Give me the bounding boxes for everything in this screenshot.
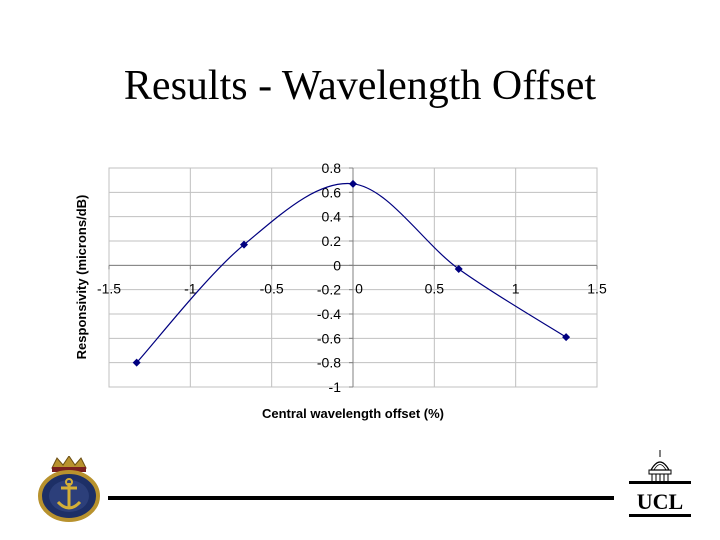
- x-axis-title: Central wavelength offset (%): [262, 406, 444, 421]
- y-tick-label: 0: [333, 257, 341, 273]
- y-tick-label: -0.4: [317, 306, 341, 322]
- x-tick-label: 1: [512, 280, 520, 296]
- y-tick-label: 0.2: [322, 233, 342, 249]
- navy-crest-logo: [38, 456, 100, 522]
- axes: [108, 167, 598, 388]
- ucl-logo-text: UCL: [637, 489, 683, 514]
- data-point: [240, 240, 249, 249]
- x-tick-label: -1.5: [97, 280, 121, 296]
- ucl-logo: UCL: [629, 450, 691, 517]
- footer-rule: [108, 496, 614, 500]
- y-tick-label: 0.4: [322, 209, 342, 225]
- data-point: [349, 179, 357, 188]
- x-tick-label: 0: [355, 280, 363, 296]
- tick-labels: -1.5 -1 -0.5 0 0.5 1 1.5 0.8 0.6 0.4 0.2 0 -0.2 -0.4 -…: [97, 160, 607, 395]
- y-tick-label: 0.8: [322, 160, 342, 176]
- data-point: [132, 358, 141, 367]
- y-axis-title: Responsivity (microns/dB): [74, 195, 89, 360]
- x-tick-label: 0.5: [425, 280, 445, 296]
- slide-title: Results - Wavelength Offset: [123, 63, 597, 109]
- x-tick-label: 1.5: [587, 280, 607, 296]
- x-tick-label: -1: [184, 280, 197, 296]
- y-tick-label: -1: [329, 379, 342, 395]
- data-point: [454, 264, 463, 273]
- y-tick-label: 0.6: [322, 184, 342, 200]
- y-tick-label: -0.6: [317, 330, 341, 346]
- y-tick-label: -0.8: [317, 355, 341, 371]
- x-tick-label: -0.5: [260, 280, 284, 296]
- data-series: [132, 179, 571, 367]
- y-tick-label: -0.2: [317, 282, 341, 298]
- data-point: [562, 333, 571, 342]
